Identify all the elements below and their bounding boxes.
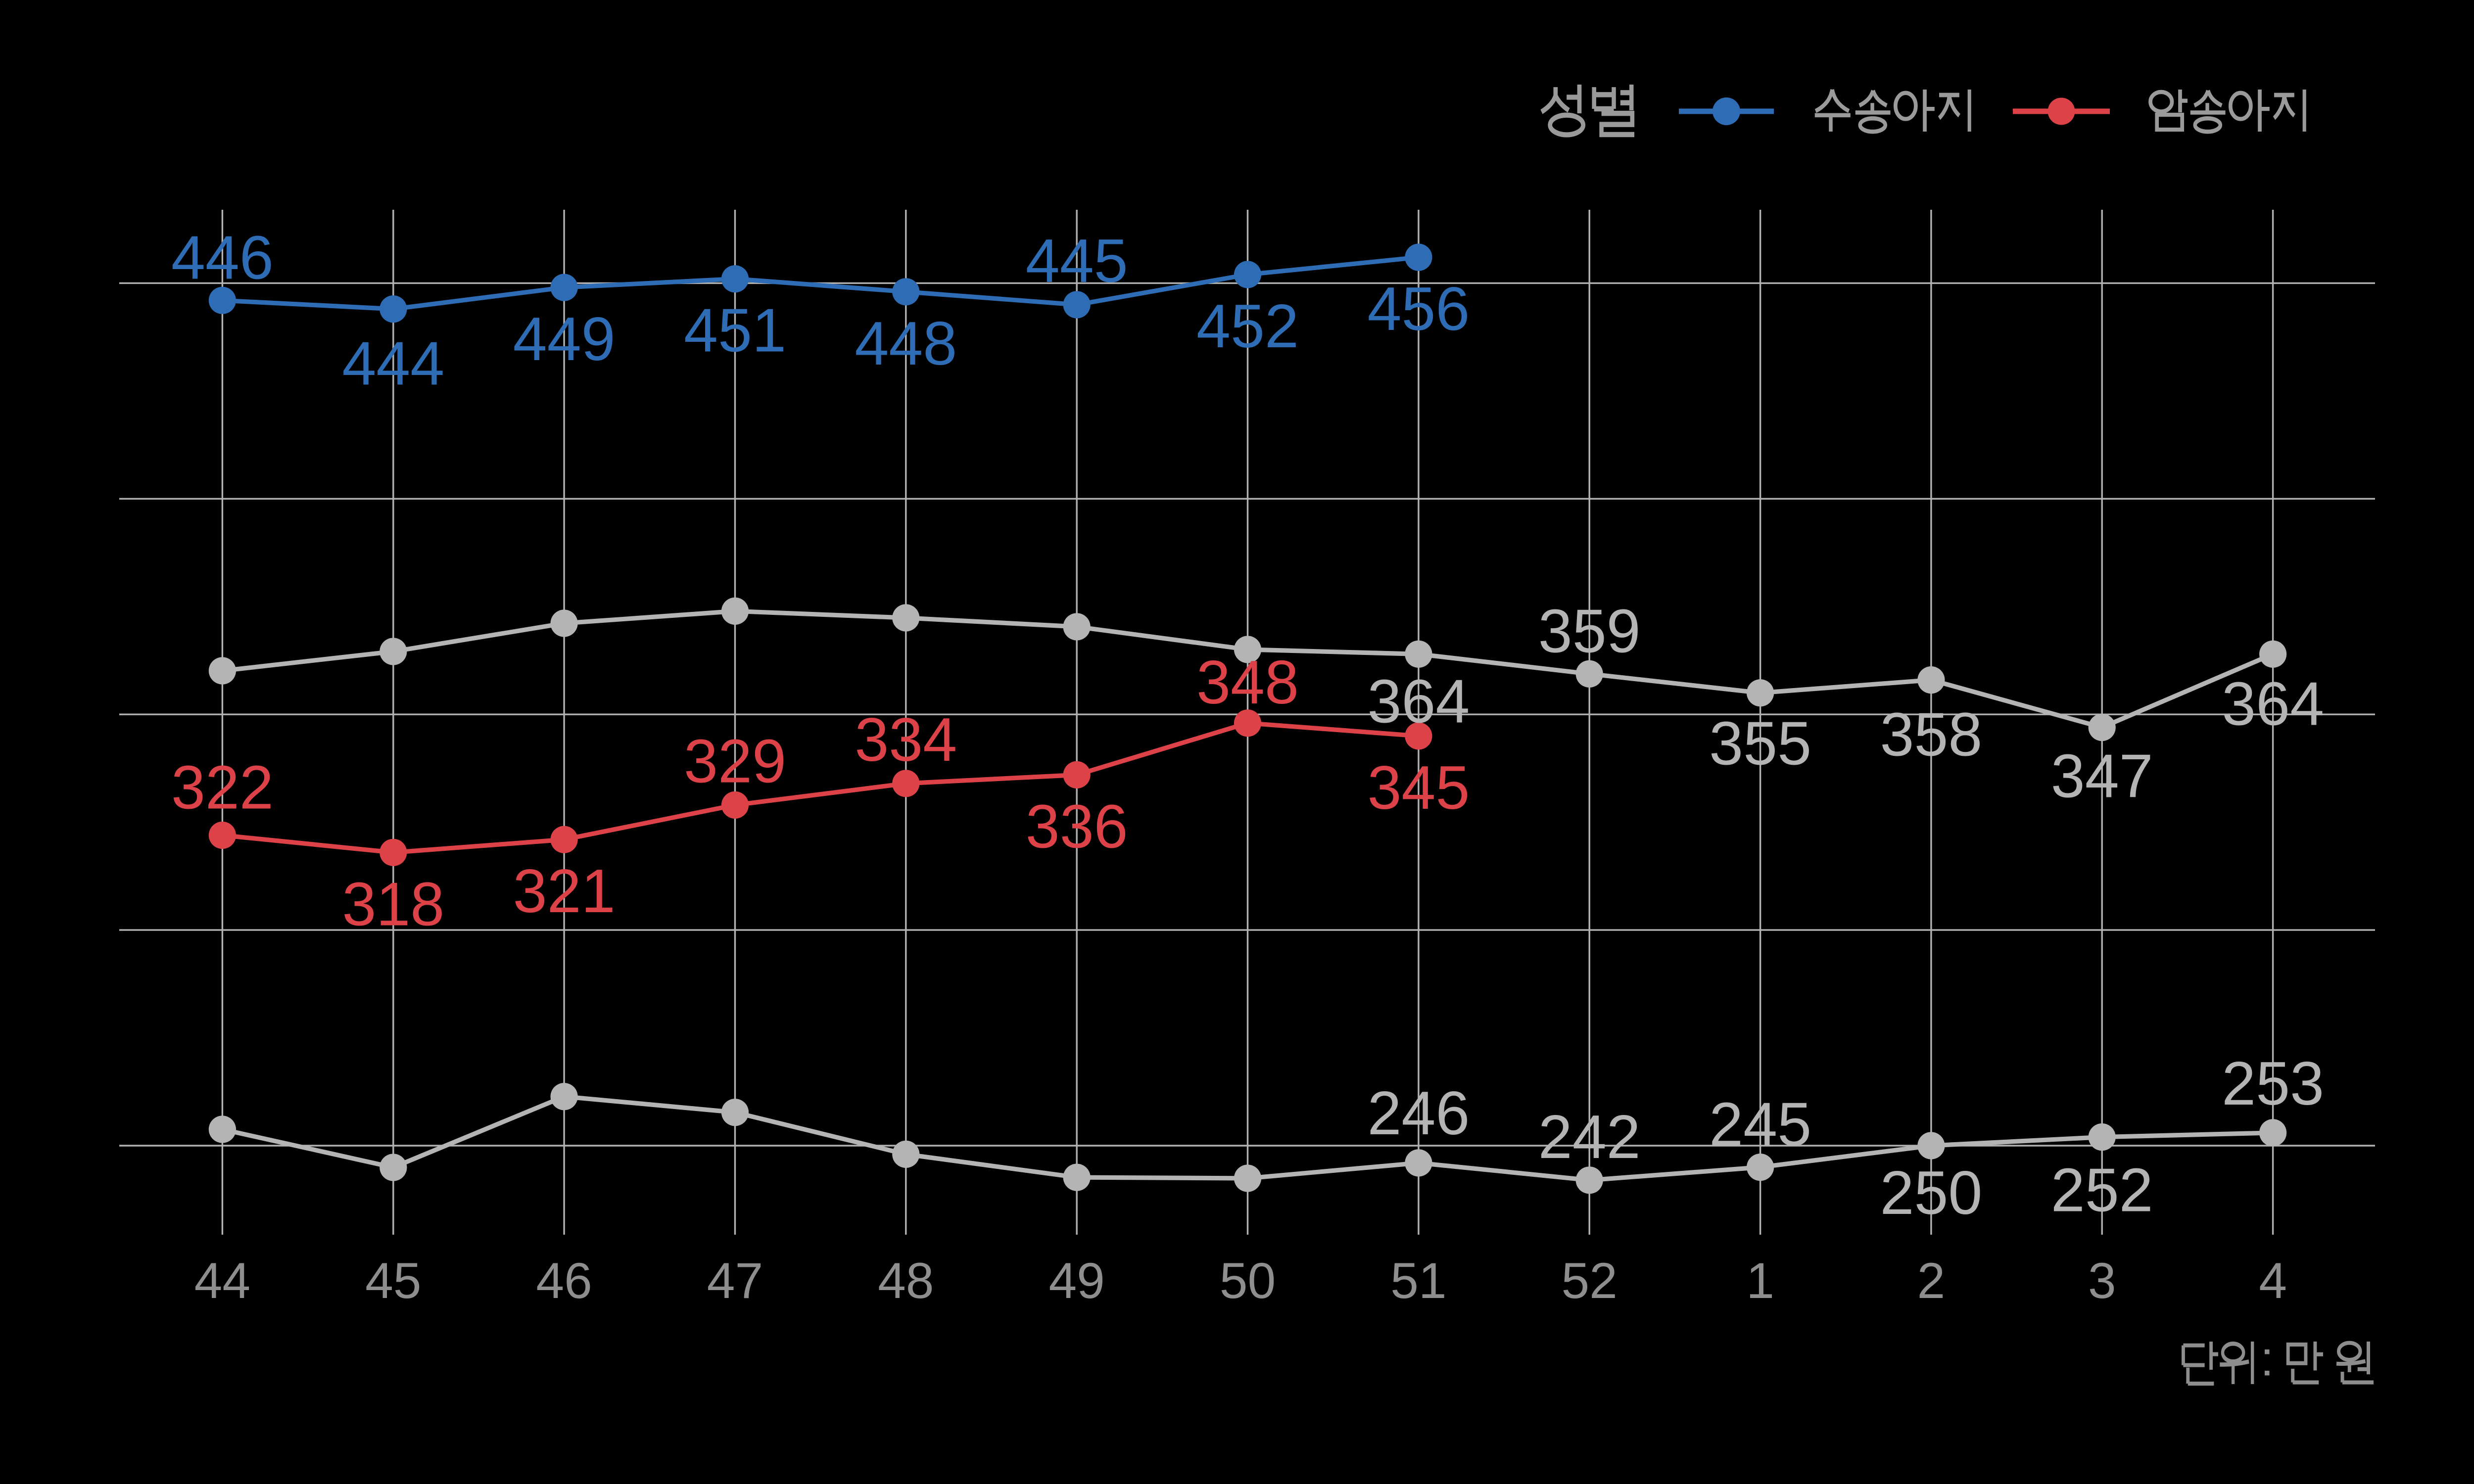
svg-text:318: 318 <box>342 870 444 938</box>
svg-text:446: 446 <box>171 224 274 292</box>
svg-text:347: 347 <box>2051 742 2153 811</box>
svg-text:364: 364 <box>2222 670 2324 738</box>
svg-text:449: 449 <box>513 305 616 373</box>
svg-text:456: 456 <box>1367 275 1470 343</box>
svg-text:3: 3 <box>2088 1252 2116 1309</box>
svg-text:51: 51 <box>1390 1252 1446 1309</box>
svg-text:452: 452 <box>1196 292 1299 361</box>
svg-text:245: 245 <box>1709 1091 1811 1159</box>
svg-text:1: 1 <box>1746 1252 1774 1309</box>
svg-text:355: 355 <box>1709 710 1811 778</box>
svg-text:448: 448 <box>855 310 957 378</box>
svg-text:364: 364 <box>1367 667 1470 736</box>
svg-text:46: 46 <box>536 1252 592 1309</box>
svg-text:50: 50 <box>1220 1252 1276 1309</box>
svg-text:253: 253 <box>2222 1050 2324 1118</box>
svg-text:242: 242 <box>1538 1103 1641 1171</box>
svg-text:44: 44 <box>194 1252 250 1309</box>
svg-text:246: 246 <box>1367 1079 1470 1148</box>
svg-text:348: 348 <box>1196 649 1299 717</box>
svg-text:445: 445 <box>1026 227 1128 295</box>
svg-text:2: 2 <box>1917 1252 1946 1309</box>
svg-text:329: 329 <box>684 727 786 795</box>
svg-text:359: 359 <box>1538 597 1641 665</box>
svg-text:334: 334 <box>855 706 957 774</box>
svg-text:451: 451 <box>684 297 786 365</box>
svg-text:358: 358 <box>1880 701 1982 769</box>
svg-text:252: 252 <box>2051 1157 2153 1225</box>
svg-text:47: 47 <box>707 1252 763 1309</box>
svg-text:321: 321 <box>513 857 616 926</box>
svg-text:250: 250 <box>1880 1159 1982 1227</box>
svg-text:345: 345 <box>1367 754 1470 822</box>
svg-text:336: 336 <box>1026 792 1128 861</box>
svg-text:49: 49 <box>1048 1252 1104 1309</box>
svg-text:322: 322 <box>171 754 274 822</box>
svg-text:52: 52 <box>1561 1252 1617 1309</box>
svg-text:444: 444 <box>342 330 444 398</box>
svg-text:4: 4 <box>2259 1252 2287 1309</box>
svg-text:45: 45 <box>365 1252 421 1309</box>
svg-text:48: 48 <box>878 1252 934 1309</box>
